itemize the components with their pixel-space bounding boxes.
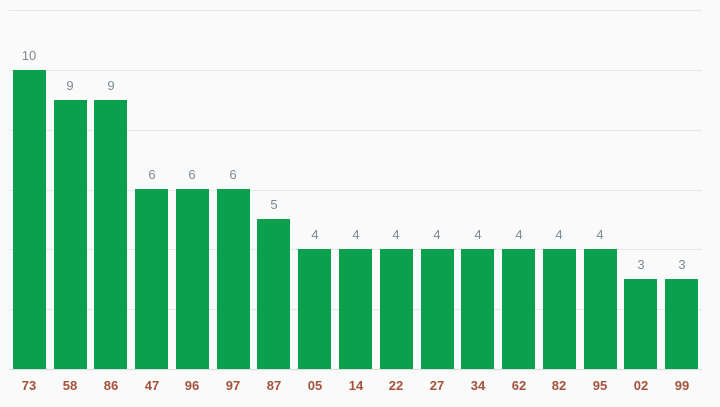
x-axis-label: 99 [674,378,690,393]
x-axis-label: 05 [307,378,323,393]
bar[interactable] [217,189,250,369]
x-axis-label: 58 [62,378,78,393]
bar-value-annotation: 6 [188,167,196,182]
bar[interactable] [257,219,290,369]
bar-value-annotation: 4 [433,227,441,242]
bar[interactable] [421,249,454,369]
x-axis-label: 34 [470,378,486,393]
bar[interactable] [461,249,494,369]
bar-value-annotation: 4 [596,227,604,242]
bar-value-annotation: 4 [352,227,360,242]
bar-value-annotation: 9 [66,78,74,93]
gridline [9,130,702,131]
bar-value-annotation: 3 [678,257,686,272]
x-axis-label: 02 [633,378,649,393]
x-axis-label: 82 [551,378,567,393]
bar[interactable] [54,100,87,369]
bar[interactable] [339,249,372,369]
x-axis-label: 22 [388,378,404,393]
x-axis-label: 95 [592,378,608,393]
bar-value-annotation: 9 [107,78,115,93]
bar[interactable] [135,189,168,369]
bar-value-annotation: 5 [270,197,278,212]
x-axis-label: 62 [511,378,527,393]
bar[interactable] [13,70,46,369]
bar[interactable] [584,249,617,369]
bar[interactable] [502,249,535,369]
gridline [9,190,702,191]
x-axis-label: 97 [225,378,241,393]
bar-value-annotation: 4 [474,227,482,242]
bar-value-annotation: 10 [21,48,37,63]
bar[interactable] [176,189,209,369]
bar[interactable] [380,249,413,369]
bar-value-annotation: 4 [555,227,563,242]
bar[interactable] [624,279,657,369]
bar[interactable] [94,100,127,369]
x-axis-baseline [9,369,702,370]
bar-value-annotation: 4 [392,227,400,242]
x-axis-label: 86 [103,378,119,393]
bar-value-annotation: 6 [148,167,156,182]
bar-value-annotation: 4 [515,227,523,242]
x-axis-label: 14 [348,378,364,393]
bar[interactable] [543,249,576,369]
bar-value-annotation: 3 [637,257,645,272]
x-axis-label: 47 [144,378,160,393]
bar[interactable] [665,279,698,369]
x-axis-label: 73 [21,378,37,393]
x-axis-label: 27 [429,378,445,393]
bar[interactable] [298,249,331,369]
x-axis-label: 96 [184,378,200,393]
bar-value-annotation: 4 [311,227,319,242]
gridline [9,10,702,11]
x-axis-label: 87 [266,378,282,393]
bar-value-annotation: 6 [229,167,237,182]
gridline [9,70,702,71]
